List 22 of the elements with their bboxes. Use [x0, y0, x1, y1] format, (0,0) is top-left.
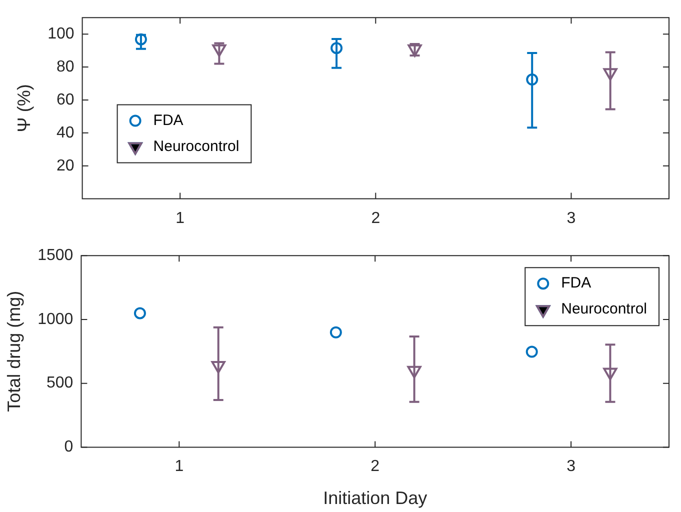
x-tick-label: 2 [370, 458, 380, 476]
x-tick-label: 3 [566, 458, 576, 476]
y-tick-label: 60 [56, 91, 74, 108]
y-tick-label: 1000 [38, 310, 74, 328]
y-tick-label: 80 [56, 58, 74, 76]
y-axis-title: Ψ (%) [14, 84, 34, 132]
legend-label: FDA [561, 274, 592, 292]
x-tick-label: 1 [174, 458, 184, 476]
x-tick-label: 1 [176, 210, 185, 227]
y-tick-label: 0 [64, 438, 74, 456]
y-tick-label: 500 [46, 374, 74, 392]
x-tick-label: 2 [371, 210, 380, 227]
legend-label: Neurocontrol [561, 300, 648, 318]
y-tick-label: 20 [56, 157, 74, 174]
x-axis-title: Initiation Day [323, 488, 428, 508]
y-tick-label: 1500 [38, 247, 74, 264]
legend-label: FDA [153, 112, 184, 129]
y-tick-label: 40 [56, 124, 74, 142]
y-tick-label: 100 [48, 25, 74, 42]
legend-label: Neurocontrol [153, 138, 240, 155]
x-tick-label: 3 [566, 210, 576, 227]
y-axis-title: Total drug (mg) [4, 290, 24, 412]
